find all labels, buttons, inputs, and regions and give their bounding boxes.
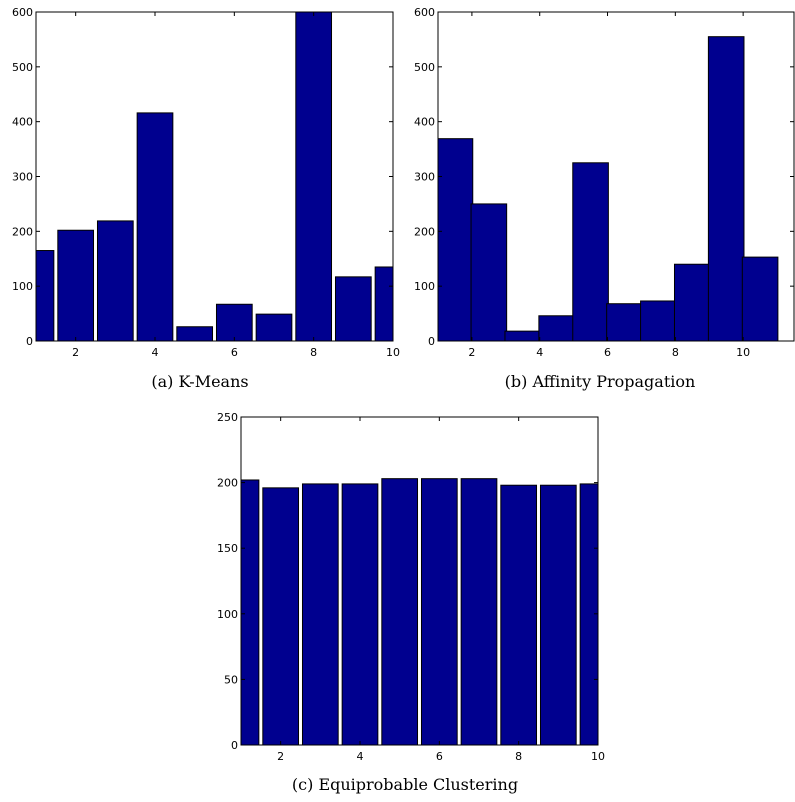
equiprobable-xtick-label-8: 8: [515, 750, 522, 763]
affinity-ytick-label-300: 300: [414, 171, 435, 184]
affinity-bars: [438, 36, 779, 341]
equiprobable-ytick-label-0: 0: [231, 739, 238, 752]
equiprobable-bar-8: [500, 484, 538, 745]
kmeans-ytick-label-100: 100: [12, 280, 33, 293]
kmeans-caption: (a) K-Means: [151, 372, 249, 391]
affinity-bar-10: [741, 256, 779, 341]
affinity-propagation-caption: (b) Affinity Propagation: [504, 372, 696, 391]
affinity-xtick-label-2: 2: [468, 346, 475, 359]
kmeans-bar-8: [295, 12, 333, 341]
affinity-bar-9: [707, 36, 745, 341]
affinity-bar-6: [606, 303, 643, 341]
equiprobable-xtick-label-4: 4: [357, 750, 364, 763]
equiprobable-ytick-label-150: 150: [217, 542, 238, 555]
affinity-bar-2: [470, 203, 508, 341]
equiprobable-xtick-label-2: 2: [277, 750, 284, 763]
kmeans-ytick-label-200: 200: [12, 225, 33, 238]
kmeans-bar-5: [176, 326, 214, 341]
affinity-ytick-label-200: 200: [414, 225, 435, 238]
kmeans-bar-4: [136, 112, 174, 341]
equiprobable-axes-frame: [240, 416, 599, 746]
affinity-xtick-label-4: 4: [536, 346, 543, 359]
kmeans-ytick-label-600: 600: [12, 6, 33, 19]
kmeans-bar-3: [96, 220, 134, 341]
equiprobable-ytick-label-200: 200: [217, 477, 238, 490]
equiprobable-bars: [241, 478, 598, 745]
affinity-bar-1: [438, 138, 474, 341]
affinity-ytick-label-500: 500: [414, 61, 435, 74]
affinity-ytick-label-0: 0: [428, 335, 435, 348]
kmeans-ytick-label-500: 500: [12, 61, 33, 74]
kmeans-bar-10: [374, 266, 393, 341]
equiprobable-caption: (c) Equiprobable Clustering: [291, 775, 519, 794]
affinity-xtick-label-6: 6: [604, 346, 611, 359]
kmeans-ytick-label-0: 0: [26, 335, 33, 348]
kmeans-bars: [36, 12, 393, 341]
equiprobable-ytick-label-250: 250: [217, 411, 238, 424]
kmeans-histogram-panel: 0 100 200 300 400 500 600 2 4 6 8 10: [0, 0, 400, 365]
equiprobable-bar-2: [262, 487, 300, 745]
affinity-bar-4: [538, 315, 575, 341]
kmeans-bar-2: [57, 229, 95, 341]
affinity-bar-3: [504, 330, 542, 341]
kmeans-xtick-label-8: 8: [310, 346, 317, 359]
equiprobable-bar-5: [381, 478, 419, 745]
kmeans-xtick-label-4: 4: [152, 346, 159, 359]
equiprobable-bar-6: [420, 478, 458, 745]
equiprobable-bar-9: [539, 484, 577, 745]
kmeans-xtick-label-2: 2: [72, 346, 79, 359]
affinity-ytick-label-600: 600: [414, 6, 435, 19]
kmeans-xtick-label-6: 6: [231, 346, 238, 359]
equiprobable-bar-4: [341, 483, 379, 745]
kmeans-bar-7: [255, 313, 293, 341]
affinity-propagation-histogram-panel: 010020030040050060024681012: [398, 0, 795, 365]
equiprobable-xtick-label-10: 10: [591, 750, 605, 763]
equiprobable-histogram: 0 50 100 150 200 250 2 4 6 8 10: [217, 411, 605, 763]
equiprobable-histogram-panel: 0 50 100 150 200 250 2 4 6 8 10: [205, 405, 605, 775]
equiprobable-ytick-label-50: 50: [224, 673, 238, 686]
kmeans-histogram: 0 100 200 300 400 500 600 2 4 6 8 10: [12, 6, 400, 359]
kmeans-bar-6: [215, 303, 253, 341]
equiprobable-ytick-label-100: 100: [217, 608, 238, 621]
kmeans-ytick-label-300: 300: [12, 171, 33, 184]
equiprobable-bar-3: [301, 483, 339, 745]
affinity-bar-8: [673, 263, 711, 341]
kmeans-bar-9: [334, 276, 372, 341]
affinity-bar-7: [640, 300, 677, 341]
affinity-bar-5: [572, 162, 609, 341]
kmeans-xtick-label-10: 10: [386, 346, 400, 359]
affinity-ytick-label-400: 400: [414, 116, 435, 129]
equiprobable-bar-10: [579, 483, 598, 745]
equiprobable-xtick-label-6: 6: [436, 750, 443, 763]
equiprobable-bar-1: [241, 479, 260, 745]
affinity-ytick-label-100: 100: [414, 280, 435, 293]
affinity-xtick-label-8: 8: [672, 346, 679, 359]
equiprobable-bar-7: [460, 478, 498, 745]
kmeans-bar-1: [36, 250, 55, 341]
kmeans-ytick-label-400: 400: [12, 116, 33, 129]
affinity-xtick-label-10: 10: [736, 346, 750, 359]
affinity-propagation-histogram: 010020030040050060024681012: [414, 6, 795, 359]
